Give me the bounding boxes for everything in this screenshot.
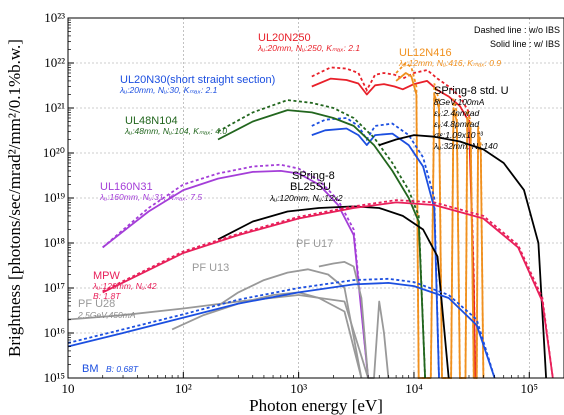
y-tick-label: 10¹⁶ [44,325,65,340]
line-style-legend: Dashed line : w/o IBS Solid line : w/ IB… [474,25,560,49]
series-pf-u17 [318,261,390,379]
series-param-label: B: 1.8T [93,291,121,301]
x-tick-label: 10⁵ [521,381,539,396]
legend-solid: Solid line : w/ IBS [490,39,560,49]
series-pf-u28 [171,291,363,379]
series-param-label: λᵤ:120mm, Nᵤ:42 [92,281,157,291]
series-param-label: B: 0.68T [106,364,139,374]
series-name-label: SPring-8 std. U [434,85,509,97]
series-dashed-line [67,277,496,379]
series-name-label: UL20N30(short straight section) [120,74,275,86]
series-solid-line [217,109,426,379]
legend-dashed: Dashed line : w/o IBS [474,25,560,35]
series-name-label: UL160N31 [100,181,153,193]
y-tick-label: 10¹⁸ [44,235,66,250]
series-solid-line [67,282,496,379]
series-dashed-line [102,199,554,379]
series-dashed-line [311,117,440,379]
series-name-label: PF U28 [78,298,115,310]
x-tick-label: 10² [175,381,192,396]
y-tick-label: 10²⁰ [43,145,65,160]
series-name-label: UL12N416 [399,47,452,59]
series-param-label: λᵤ:12mm, Nᵤ:416, Kₘₐₓ: 0.9 [398,58,501,68]
series-ul48n104 [217,99,426,379]
series-spring-8-std-u [378,134,547,379]
series-ul20n30-short-straight-section- [311,117,440,379]
series-dashed-line [217,99,426,379]
series-param-label: λᵤ:20mm, Nᵤ:250, Kₘₐₓ: 2.1 [257,43,360,53]
y-axis-title: Brightness [photons/sec/mrad²/mm²/0.1%b.… [5,39,24,357]
series-name-label: PF U13 [192,262,229,274]
series-name-label: MPW [93,270,121,282]
series-dashed-line [395,61,485,379]
y-tick-label: 10¹⁵ [44,370,65,385]
y-tick-label: 10¹⁹ [44,190,66,205]
x-axis-title: Photon energy [eV] [249,396,383,415]
annotation-ul20n30-short-straight-section-: UL20N30(short straight section)λᵤ:20mm, … [119,74,275,95]
y-tick-label: 10¹⁷ [44,280,65,295]
x-tick-label: 10³ [290,381,307,396]
series-solid-line [102,170,369,379]
series-param-label: εᵧ:4.8pmrad [434,119,479,129]
series-param-label: εₓ:2.4nmrad [434,108,480,118]
series-param-label: λᵤ:48mm, Nᵤ:104, Kₘₐₓ: 4.0 [124,126,227,136]
annotation-spring-8-std-u: SPring-8 std. U8GeV,100mAεₓ:2.4nmradεᵧ:4… [433,85,509,151]
series-solid-line [102,201,554,379]
series-param-label: σε:1.09x10⁻³ [434,130,484,140]
y-tick-label: 10²¹ [44,100,65,115]
series-solid-line [318,261,390,379]
series-name-label: PF U17 [296,238,333,250]
series-dashed-line [311,66,477,379]
series-solid-line [311,77,477,379]
series-param-label: λᵤ:20mm, Nᵤ:30, Kₘₐₓ: 2.1 [119,85,218,95]
series-name-label: SPring-8 [292,170,335,182]
annotation-pf-u13: PF U13 [192,262,229,274]
annotation-bm: BM B: 0.68T [82,363,139,375]
series-param-label: 8GeV,100mA [434,97,485,107]
series-name-label: UL20N250 [258,32,311,44]
x-tick-label: 10 [62,381,75,396]
series-name-label: BM [82,363,99,375]
annotation-pf-u17: PF U17 [296,238,333,250]
series-param-label: λᵤ:120mm, Nᵤ:12x2 [269,193,343,203]
series-param-label: λᵤ:32mm, Nᵤ:140 [433,141,498,151]
series-name-label: UL48N104 [125,115,178,127]
series-layer [67,61,554,379]
series-solid-line [67,294,369,379]
series-solid-line [311,127,440,379]
series-solid-line [171,291,363,379]
series-param-label: 2.5GeV,450mA [77,310,136,320]
series-ul20n250 [311,66,477,379]
series-solid-line [378,134,547,379]
y-tick-label: 10²² [44,55,65,70]
series-pf-bm [67,294,369,379]
series-mpw [102,199,554,379]
series-param-label: λᵤ:160mm, Nᵤ:31, Kₘₐₓ: 7.5 [99,192,202,202]
x-tick-label: 10⁴ [405,381,423,396]
y-tick-label: 10²³ [44,10,65,25]
series-bm [67,277,496,379]
axis-ticks: 10 10² 10³ 10⁴ 10⁵ 10¹⁵ 10¹⁶ 10¹⁷ 10¹⁸ 10¹⁹ 10²⁰ 10… [43,10,538,396]
series-name-label: BL25SU [290,181,331,193]
